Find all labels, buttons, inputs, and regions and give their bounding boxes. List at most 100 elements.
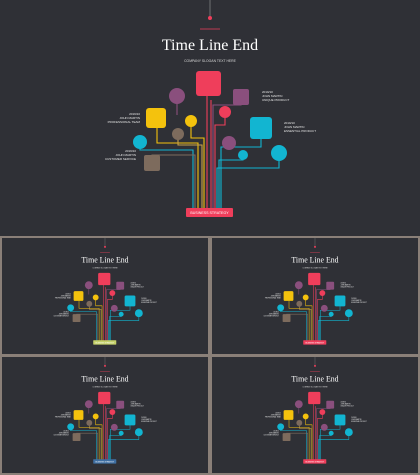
brown-circle [296, 300, 303, 307]
cyan-square [334, 414, 346, 426]
cyan-square [124, 414, 136, 426]
annotation-year: 2019/10 [129, 112, 140, 116]
purple-square [326, 400, 335, 409]
annotation-year: 2019/10 [63, 312, 68, 314]
annotation-name: JOHN MARTIN [116, 153, 136, 157]
cyan-circle-right [134, 309, 143, 318]
tree-branch-line [70, 307, 97, 342]
annotation-year: 2019/10 [341, 402, 346, 404]
tree-branch-line [318, 432, 350, 461]
tree-branch-line [109, 433, 122, 461]
slide-title: Time Line End [291, 256, 338, 265]
red-square-top [98, 272, 111, 286]
cyan-circle-right [271, 145, 287, 161]
tree-branch-line [216, 153, 280, 210]
annotation-year: 2019/10 [65, 294, 70, 296]
tree-branch-line [319, 314, 332, 342]
cyan-circle-small [118, 311, 124, 317]
thumbnail-slide-2[interactable]: Time Line End COMPANY SLOGAN TEXT HERE 201… [212, 238, 418, 354]
yellow-circle [302, 294, 309, 301]
purple-square [116, 281, 125, 290]
cyan-circle-small [328, 430, 334, 436]
tree-branch-line [95, 297, 103, 342]
annotation-desc: UNIQUE PRODUCT [131, 406, 144, 408]
footer-label-text: BUSINESS STRATEGY [190, 211, 229, 215]
thumbnail-slide-3[interactable]: Time Line End COMPANY SLOGAN TEXT HERE 201… [2, 357, 208, 473]
yellow-square [283, 291, 294, 301]
slide-title: Time Line End [162, 37, 258, 54]
yellow-square [283, 410, 294, 420]
yellow-square [73, 410, 84, 420]
tree-branch-line [305, 297, 313, 342]
tree-branch-line [320, 423, 341, 461]
tree-branch-line [110, 304, 131, 342]
tree-branch-line [319, 433, 332, 461]
slide-subtitle: COMPANY SLOGAN TEXT HERE [92, 385, 118, 388]
annotation-year: 2019/10 [65, 413, 70, 415]
tree-branch-line [95, 416, 103, 461]
annotation-year: 2019/10 [273, 431, 278, 433]
annotation-year: 2019/10 [351, 417, 356, 419]
footer-label-text: BUSINESS STRATEGY [95, 460, 114, 463]
thumbnail-slide-4[interactable]: Time Line End COMPANY SLOGAN TEXT HERE 201… [212, 357, 418, 473]
tree-branch-line [317, 412, 323, 461]
purple-circle [84, 281, 93, 290]
purple-circle-right [222, 136, 236, 150]
cyan-circle-small [328, 311, 334, 317]
annotation-desc: UNIQUE PRODUCT [131, 287, 144, 289]
cyan-circle-left [277, 304, 285, 312]
annotation-year: 2019/10 [275, 294, 280, 296]
annotation-year: 2019/10 [141, 417, 146, 419]
annotation-desc: CUSTOMER SERVICE [54, 435, 69, 437]
footer-label-text: BUSINESS STRATEGY [95, 341, 114, 344]
annotation-desc: UNIQUE PRODUCT [341, 406, 354, 408]
tree-branch-line [318, 313, 350, 342]
pin-dot [314, 245, 316, 248]
slide-subtitle: COMPANY SLOGAN TEXT HERE [302, 266, 328, 269]
pin-dot [104, 364, 106, 367]
annotation-name: JOHN MARTIN [262, 94, 282, 98]
red-square-top [308, 272, 321, 286]
cyan-circle-left [67, 423, 75, 431]
main-slide[interactable]: Time Line End COMPANY SLOGAN TEXT HERE 201… [0, 0, 420, 236]
pin-dot [104, 245, 106, 248]
slide-subtitle: COMPANY SLOGAN TEXT HERE [302, 385, 328, 388]
annotation-desc: ESSENTIAL PRODUCT [284, 129, 316, 133]
annotation-year: 2019/10 [262, 90, 273, 94]
annotation-year: 2019/10 [131, 283, 136, 285]
slide-title: Time Line End [81, 375, 128, 384]
annotation-desc: CUSTOMER SERVICE [264, 435, 279, 437]
tree-branch-line [218, 155, 244, 210]
tree-branch-line [107, 412, 113, 461]
cyan-circle-right [344, 428, 353, 437]
tree-branch-line [108, 432, 140, 461]
annotation-year: 2019/10 [351, 298, 356, 300]
annotation-year: 2019/10 [275, 413, 280, 415]
purple-circle-right [110, 304, 118, 312]
brown-square [282, 314, 291, 323]
tree-branch-line [214, 112, 226, 210]
footer-label-text: BUSINESS STRATEGY [305, 460, 324, 463]
tree-branch-line [107, 293, 113, 342]
purple-circle-right [320, 423, 328, 431]
tree-branch-line [280, 307, 307, 342]
thumbnail-slide-1[interactable]: Time Line End COMPANY SLOGAN TEXT HERE 201… [2, 238, 208, 354]
brown-square [72, 314, 81, 323]
purple-circle [294, 281, 303, 290]
annotation-desc: PROFESSIONAL TEAM [108, 120, 141, 124]
footer-label-box [93, 340, 117, 345]
